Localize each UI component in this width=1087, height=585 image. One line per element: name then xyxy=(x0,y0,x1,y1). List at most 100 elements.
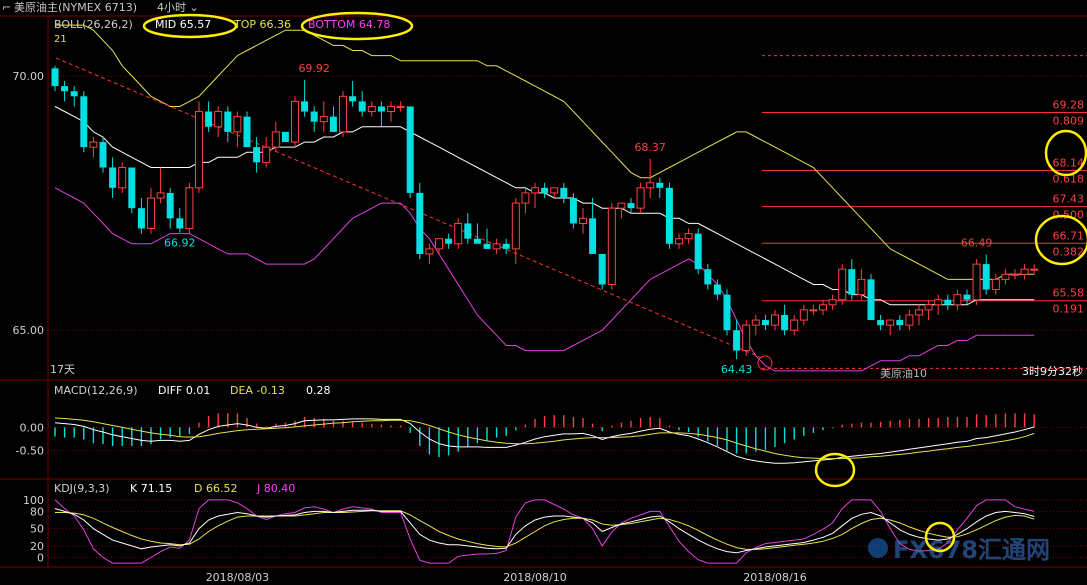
candle-body xyxy=(185,187,194,230)
candle-body xyxy=(790,319,799,331)
candle-body xyxy=(809,309,818,312)
candle-body xyxy=(982,264,990,290)
kdj-cross-highlight-ring xyxy=(924,521,956,553)
bottom-highlight-ring xyxy=(300,11,414,41)
logo-globe-icon xyxy=(868,538,888,558)
kdj-indicator-label[interactable]: KDJ(9,3,3) xyxy=(54,482,110,495)
candle-body xyxy=(80,96,88,148)
macd-indicator-label[interactable]: MACD(12,26,9) xyxy=(54,384,138,397)
watermark-text: 美原油10 xyxy=(880,366,927,380)
time-tick-label: 2018/08/03 xyxy=(206,571,269,584)
candle-body xyxy=(349,96,357,102)
candle-body xyxy=(944,299,952,305)
candle-body xyxy=(425,248,434,255)
boll-indicator-label[interactable]: BOLL(26,26,2) xyxy=(54,18,133,31)
fib-ratio-label: 0.809 xyxy=(1053,115,1085,128)
macd-diff-label: DIFF 0.01 xyxy=(158,384,210,397)
candle-body xyxy=(51,68,59,87)
candle-body xyxy=(271,131,280,148)
candle-body xyxy=(89,141,98,148)
candle-body xyxy=(541,187,549,193)
candle-body xyxy=(991,278,1000,291)
price-annotations: 69.92 66.92 68.37 64.43 66.49 xyxy=(164,62,992,376)
candle-body xyxy=(435,238,443,250)
candle-body xyxy=(445,238,453,244)
candle-body xyxy=(61,86,69,92)
fx678-logo: FX678汇通网 xyxy=(868,536,1050,564)
candle-body xyxy=(109,167,117,188)
macd-dea-label: DEA -0.13 xyxy=(230,384,285,397)
instrument-title[interactable]: 美原油主(NYMEX 6713) xyxy=(14,1,137,14)
candle-body xyxy=(396,105,405,108)
candle-body xyxy=(281,131,289,143)
kdj-tick-label: 0 xyxy=(37,551,44,564)
low-marker-ring xyxy=(757,355,773,371)
kdj-tick-label: 80 xyxy=(30,505,44,518)
candle-body xyxy=(291,100,299,143)
fib-price-label: 67.43 xyxy=(1053,193,1085,206)
kdj-k-label: K 71.15 xyxy=(130,482,172,495)
candle-body xyxy=(799,309,808,321)
candle-body xyxy=(733,330,741,351)
candle-body xyxy=(589,218,597,254)
fib-382-highlight-ring xyxy=(1034,214,1087,266)
time-axis: 2018/08/03 2018/08/10 2018/08/16 xyxy=(206,571,807,584)
candle-body xyxy=(243,116,251,148)
price-annotation: 64.43 xyxy=(721,363,753,376)
candle-body xyxy=(723,294,731,331)
candle-body xyxy=(511,202,520,250)
candle-body xyxy=(483,243,491,249)
fib-ratio-label: 0.618 xyxy=(1053,173,1085,186)
kdj-tick-label: 50 xyxy=(30,523,44,536)
fib-price-label: 69.28 xyxy=(1053,99,1085,112)
candle-body xyxy=(253,147,261,163)
chevron-down-icon: ⌄ xyxy=(186,1,199,14)
fib-price-label: 68.14 xyxy=(1053,157,1085,170)
fibonacci-levels: 69.280.80968.140.61867.430.50066.710.382… xyxy=(762,55,1087,369)
candle-body xyxy=(531,187,539,194)
boll-lower-line xyxy=(54,187,1035,372)
period-selector[interactable]: 4小时 ⌄ xyxy=(157,0,199,16)
candle-body xyxy=(579,217,587,224)
candle-body xyxy=(896,320,904,326)
candle-body xyxy=(828,299,837,306)
candle-body xyxy=(742,324,751,352)
candle-body xyxy=(301,101,309,112)
price-annotation: 66.92 xyxy=(164,237,196,250)
candle-body xyxy=(99,142,107,168)
candle-body xyxy=(684,233,693,240)
candle-body xyxy=(406,106,414,193)
candle-body xyxy=(224,111,232,132)
candle-body xyxy=(367,105,376,113)
candle-body xyxy=(848,269,856,295)
candle-body xyxy=(953,294,962,306)
days-label: 17天 xyxy=(50,363,75,376)
kdj-d-label: D 66.52 xyxy=(194,482,237,495)
price-annotation: 66.49 xyxy=(961,236,993,249)
macd-series xyxy=(54,413,1035,464)
candle-body xyxy=(819,304,827,311)
candle-body xyxy=(70,91,78,97)
candle-body xyxy=(627,203,635,209)
candle-body xyxy=(646,182,655,189)
candle-body xyxy=(867,279,875,321)
candle-body xyxy=(761,320,769,326)
candle-body xyxy=(329,116,337,132)
fib-price-label: 66.71 xyxy=(1053,229,1085,242)
candle-body xyxy=(781,314,789,331)
candle-body xyxy=(1001,273,1010,280)
candle-body xyxy=(156,192,165,199)
candle-body xyxy=(1020,268,1029,275)
collapse-icon[interactable]: ⌐ xyxy=(2,1,12,14)
kdj-legend: KDJ(9,3,3) K 71.15 D 66.52 J 80.40 xyxy=(54,482,295,495)
candle-body xyxy=(1030,268,1039,271)
window-header: ⌐ 美原油主(NYMEX 6713) 4小时 ⌄ xyxy=(0,0,1087,16)
countdown-label: 3时9分32秒 xyxy=(1022,364,1083,378)
candle-body xyxy=(205,111,213,127)
kdj-series xyxy=(54,499,1035,564)
candle-body xyxy=(233,116,242,133)
candle-body xyxy=(857,278,866,296)
candle-body xyxy=(339,95,347,133)
price-axis: 70.00 65.00 xyxy=(13,70,45,337)
candle-body xyxy=(464,223,472,239)
